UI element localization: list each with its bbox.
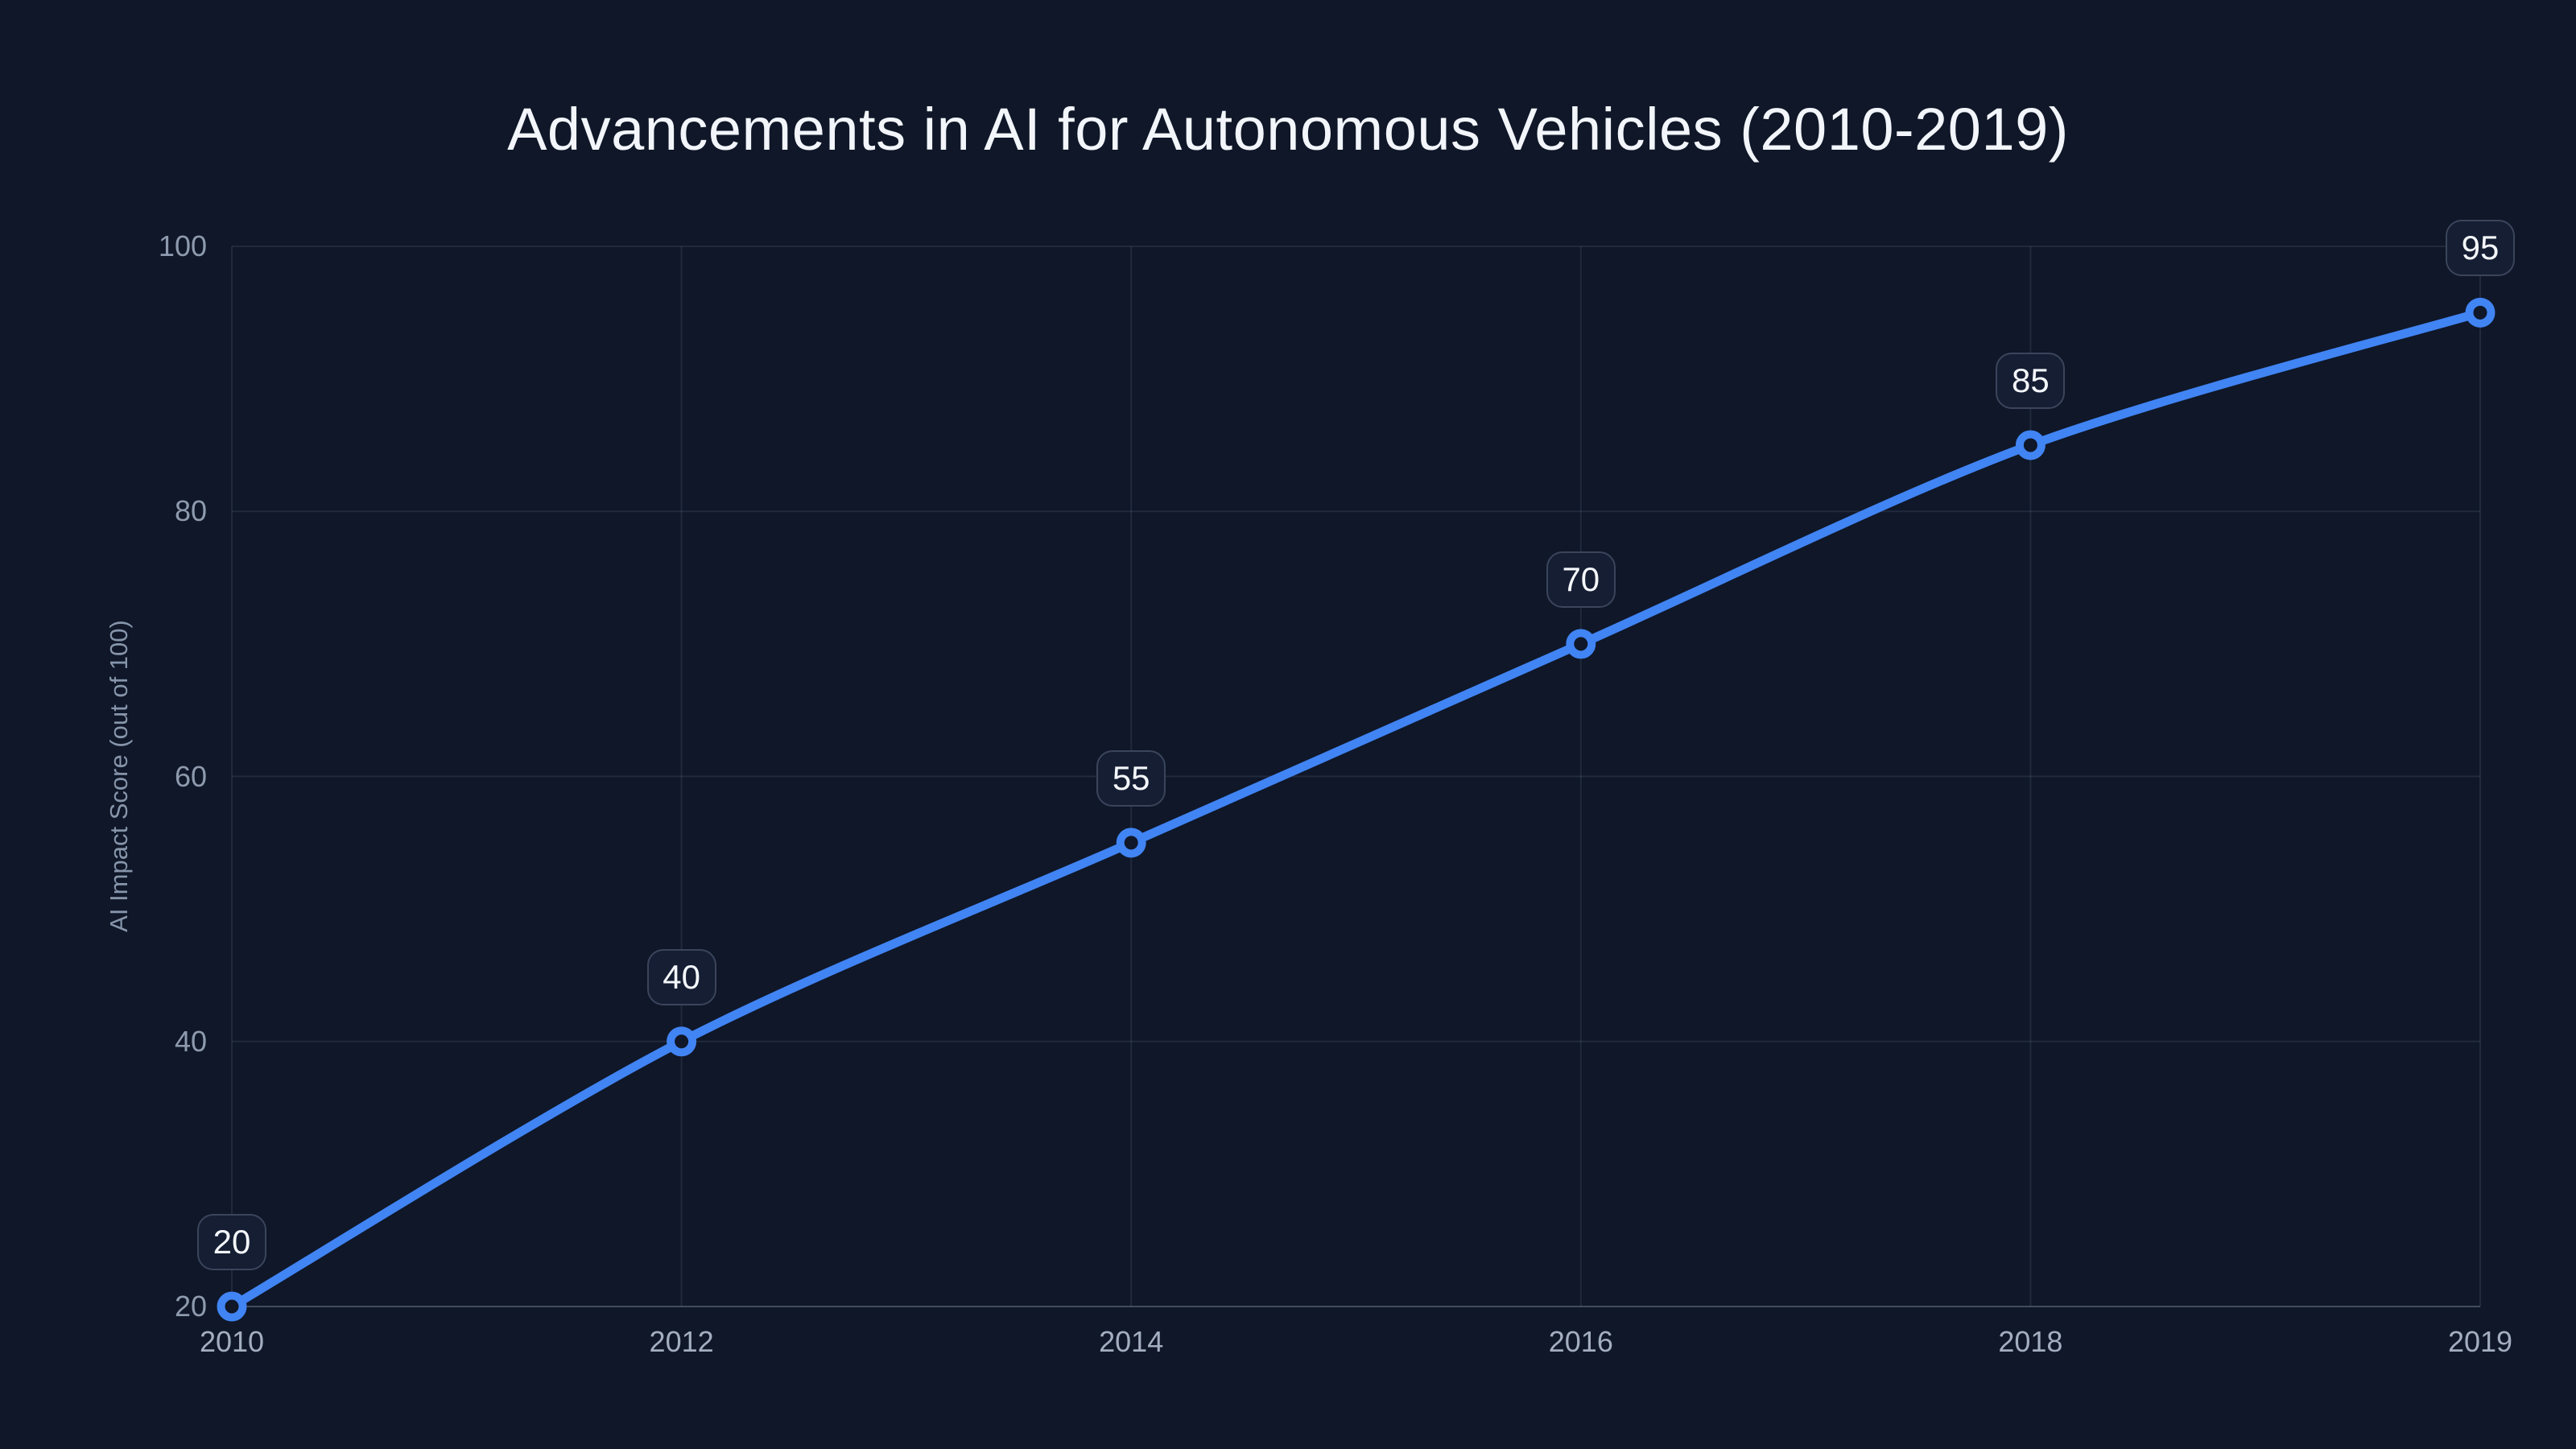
- data-point-marker[interactable]: [2465, 297, 2496, 328]
- y-tick-label: 40: [174, 1024, 207, 1058]
- data-point-marker[interactable]: [217, 1291, 247, 1322]
- x-tick-label: 2019: [2447, 1325, 2513, 1358]
- x-tick-label: 2012: [649, 1325, 714, 1358]
- y-axis-title: AI Impact Score (out of 100): [105, 620, 133, 932]
- point-label-badge: 85: [1996, 352, 2066, 409]
- line-chart-canvas: [217, 246, 2496, 1322]
- chart-title: Advancements in AI for Autonomous Vehicl…: [507, 96, 2069, 163]
- x-tick-label: 2018: [1998, 1325, 2063, 1358]
- y-tick-label: 80: [174, 494, 207, 528]
- y-tick-label: 100: [158, 229, 207, 262]
- plot-area: 20 40 55 70 85 95 20 40 60 80 100 2010 2012 2014 201…: [159, 220, 2515, 1358]
- data-point-marker[interactable]: [2015, 430, 2046, 460]
- x-tick-label: 2014: [1099, 1325, 1164, 1358]
- point-label-badge: 95: [2446, 220, 2515, 277]
- y-tick-label: 60: [174, 759, 207, 793]
- point-label-badge: 70: [1546, 551, 1616, 608]
- data-point-marker[interactable]: [1116, 828, 1146, 858]
- y-tick-label: 20: [174, 1290, 207, 1323]
- x-tick-label: 2010: [199, 1325, 265, 1358]
- point-label-badge: 20: [197, 1214, 266, 1270]
- series-line: [227, 308, 2485, 1311]
- point-label-badge: 40: [646, 948, 716, 1005]
- data-point-marker[interactable]: [1566, 629, 1596, 659]
- x-tick-label: 2016: [1548, 1325, 1613, 1358]
- point-label-badge: 55: [1096, 749, 1166, 807]
- data-point-marker[interactable]: [667, 1026, 697, 1057]
